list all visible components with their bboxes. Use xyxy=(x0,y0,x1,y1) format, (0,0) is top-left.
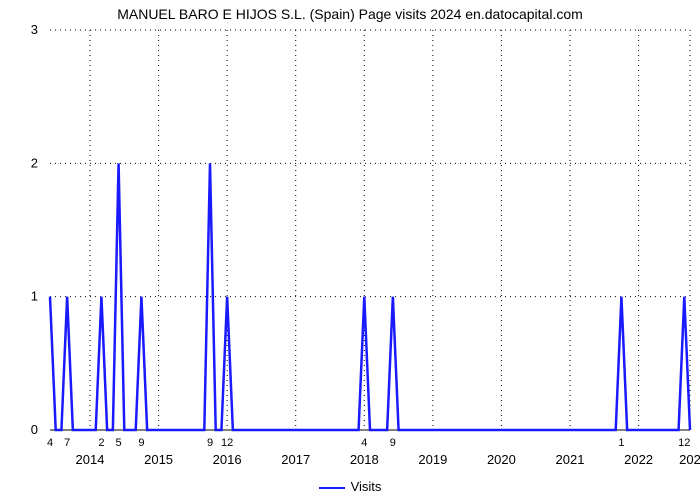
x-month-label: 7 xyxy=(64,437,70,449)
x-month-label: 12 xyxy=(678,437,690,449)
y-tick-label: 3 xyxy=(31,22,38,37)
legend-swatch-icon xyxy=(319,487,345,489)
x-month-label: 9 xyxy=(207,437,213,449)
x-month-label: 5 xyxy=(116,437,122,449)
x-month-label: 12 xyxy=(221,437,233,449)
x-month-label: 4 xyxy=(47,437,53,449)
x-year-label: 2020 xyxy=(487,452,516,467)
x-month-label: 4 xyxy=(361,437,367,449)
x-year-label: 2016 xyxy=(213,452,242,467)
chart-container: MANUEL BARO E HIJOS S.L. (Spain) Page vi… xyxy=(0,0,700,500)
x-year-label: 2014 xyxy=(76,452,105,467)
y-tick-label: 0 xyxy=(31,422,38,437)
legend: Visits xyxy=(0,479,700,494)
x-month-label: 2 xyxy=(98,437,104,449)
x-year-label: 2018 xyxy=(350,452,379,467)
y-tick-label: 2 xyxy=(31,155,38,170)
y-tick-label: 1 xyxy=(31,289,38,304)
x-month-label: 9 xyxy=(138,437,144,449)
x-year-label: 202 xyxy=(679,452,700,467)
x-month-label: 9 xyxy=(390,437,396,449)
x-month-label: 1 xyxy=(618,437,624,449)
x-year-label: 2019 xyxy=(418,452,447,467)
x-year-label: 2022 xyxy=(624,452,653,467)
x-year-label: 2017 xyxy=(281,452,310,467)
x-year-label: 2015 xyxy=(144,452,173,467)
x-year-label: 2021 xyxy=(556,452,585,467)
legend-label: Visits xyxy=(351,479,382,494)
line-chart: 0123201420152016201720182019202020212022… xyxy=(0,0,700,500)
